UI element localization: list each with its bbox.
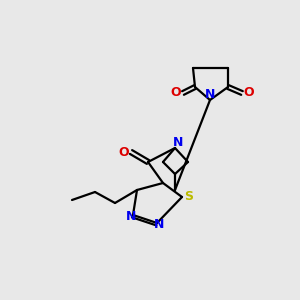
Text: N: N [205,88,215,100]
Text: O: O [119,146,129,158]
Text: N: N [126,211,136,224]
Text: O: O [244,86,254,100]
Text: O: O [171,86,181,100]
Text: S: S [184,190,194,203]
Text: N: N [154,218,164,232]
Text: N: N [173,136,183,148]
